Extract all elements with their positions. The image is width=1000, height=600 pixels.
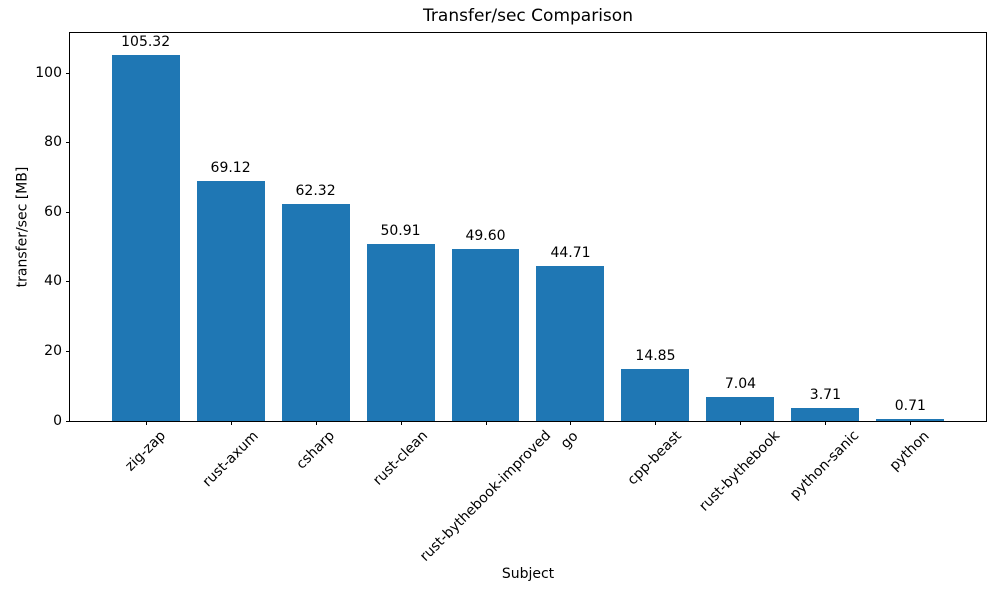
y-tick-mark — [66, 142, 70, 144]
x-tick-mark — [910, 421, 912, 425]
y-tick-label: 0 — [53, 412, 62, 429]
x-tick-label: go — [558, 427, 582, 452]
bar-python — [876, 418, 945, 421]
x-tick-mark — [570, 421, 572, 425]
bar-rust-clean — [366, 244, 435, 421]
bar-rust-axum — [196, 180, 265, 421]
x-tick-label: python-sanic — [787, 427, 863, 504]
bar-value-label: 14.85 — [635, 348, 676, 365]
bar-cpp-beast — [621, 369, 690, 421]
x-tick-mark — [825, 421, 827, 425]
bar-value-label: 7.04 — [724, 375, 757, 392]
bar-value-label: 62.32 — [295, 183, 336, 200]
y-tick-mark — [66, 72, 70, 74]
bar-value-label: 3.71 — [809, 387, 841, 404]
y-tick-label: 20 — [44, 342, 62, 359]
x-tick-mark — [230, 421, 232, 425]
x-tick-label: zig-zap — [121, 427, 169, 475]
x-axis-label: Subject — [501, 566, 555, 582]
bar-zig-zap — [111, 54, 180, 421]
x-tick-mark — [315, 421, 317, 425]
y-tick-mark — [66, 211, 70, 213]
x-tick-label: rust-bythebook-improved — [416, 427, 554, 566]
bar-rust-bythebook — [706, 396, 775, 421]
bar-value-label: 44.71 — [550, 244, 591, 261]
x-tick-label: rust-clean — [369, 427, 431, 489]
x-tick-mark — [740, 421, 742, 425]
bar-rust-bythebook-improved — [451, 248, 520, 421]
bar-value-label: 50.91 — [380, 223, 421, 239]
x-tick-mark — [655, 421, 657, 425]
x-tick-mark — [400, 421, 402, 425]
x-tick-label: cpp-beast — [624, 427, 686, 489]
bar-value-label: 0.71 — [894, 397, 926, 414]
y-tick-mark — [66, 350, 70, 352]
bar-value-label: 49.60 — [465, 227, 506, 244]
y-tick-label: 80 — [44, 134, 62, 151]
y-tick-mark — [66, 281, 70, 283]
x-tick-mark — [485, 421, 487, 425]
x-tick-label: csharp — [292, 427, 338, 473]
bar-value-label: 105.32 — [121, 33, 171, 50]
chart-title: Transfer/sec Comparison — [423, 6, 633, 26]
x-tick-label: rust-axum — [199, 428, 262, 491]
bar-value-label: 69.12 — [210, 159, 251, 176]
x-tick-mark — [145, 421, 147, 425]
bar-go — [536, 265, 605, 421]
bar-python-sanic — [791, 408, 860, 421]
bar-csharp — [281, 204, 350, 421]
y-tick-label: 60 — [44, 203, 62, 220]
y-tick-label: 40 — [44, 273, 62, 290]
x-tick-label: python — [887, 427, 933, 474]
x-tick-label: rust-bythebook — [696, 428, 784, 515]
y-axis-label: transfer/sec [MB] — [14, 166, 31, 288]
y-tick-mark — [66, 420, 70, 422]
y-tick-label: 100 — [35, 64, 62, 81]
